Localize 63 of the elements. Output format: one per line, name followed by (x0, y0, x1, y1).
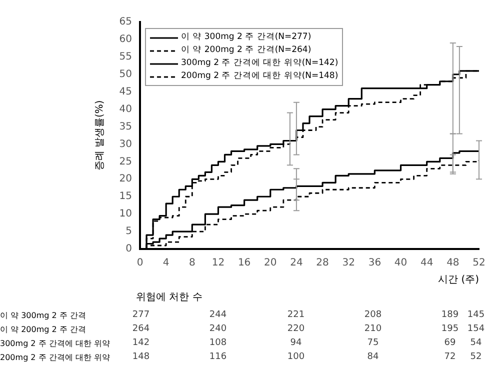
text: 189 (440, 310, 460, 320)
x-tick-label: 40 (394, 258, 408, 269)
y-tick-label: 50 (119, 68, 132, 80)
text: 244 (208, 310, 228, 320)
text: 84 (366, 352, 380, 362)
text: 142 (131, 338, 151, 348)
y-tick-label: 35 (119, 121, 132, 132)
text: 195 (440, 324, 460, 334)
text: 210 (363, 324, 383, 334)
y-tick-label: 25 (119, 156, 132, 168)
y-tick-label: 45 (119, 86, 132, 98)
text: 208 (363, 310, 383, 320)
y-tick-label: 55 (119, 52, 132, 63)
y-tick-label: 5 (126, 226, 132, 238)
x-tick-label: 4 (162, 258, 170, 269)
x-tick-label: 24 (290, 258, 303, 269)
legend-label: 300mg 2 주 간격에 대한 위약(N=142) (181, 57, 338, 70)
text: 69 (443, 338, 457, 348)
text: 52 (469, 352, 483, 362)
text: 이 약 300mg 2 주 간격 (0, 310, 86, 321)
x-tick-label: 36 (368, 258, 382, 269)
text: 200mg 2 주 간격에 대한 위약 (0, 352, 110, 363)
text: 240 (208, 324, 228, 334)
y-tick-label: 0 (126, 244, 132, 255)
text: 220 (286, 324, 306, 334)
x-tick-label: 48 (446, 258, 460, 269)
text: 54 (469, 338, 483, 348)
x-tick-label: 12 (212, 258, 225, 269)
x-tick-label: 8 (188, 258, 196, 269)
y-axis-title: 증례 발생률(%) (94, 100, 106, 171)
text: 108 (208, 338, 228, 348)
legend-label: 이 약 200mg 2 주 간격(N=264) (181, 44, 312, 57)
text: 148 (131, 352, 151, 362)
text: 300mg 2 주 간격에 대한 위약 (0, 338, 110, 349)
text: 72 (443, 352, 457, 362)
legend-label: 200mg 2 주 간격에 대한 위약(N=148) (181, 70, 338, 83)
y-tick-label: 60 (119, 34, 132, 46)
x-tick-label: 0 (136, 258, 144, 269)
x-tick-label: 44 (420, 258, 434, 269)
text: 145 (466, 310, 486, 320)
text: 100 (286, 352, 306, 362)
text: 277 (131, 310, 151, 320)
text: 154 (466, 324, 486, 334)
text: 116 (208, 352, 228, 362)
y-tick-label: 40 (119, 104, 132, 115)
text: 이 약 200mg 2 주 간격 (0, 324, 86, 335)
x-tick-label: 16 (238, 258, 251, 269)
text: 221 (286, 310, 306, 320)
x-tick-label: 28 (316, 258, 329, 269)
y-tick-label: 65 (119, 16, 132, 28)
y-tick-label: 30 (119, 138, 132, 150)
x-tick-label: 20 (264, 258, 277, 269)
y-tick-label: 15 (119, 191, 132, 202)
x-tick-label: 32 (342, 258, 355, 269)
text: 94 (289, 338, 303, 348)
text: 264 (131, 324, 151, 334)
y-tick-label: 10 (119, 208, 132, 220)
x-axis-title: 시간 (주) (438, 274, 480, 286)
legend-label: 이 약 300mg 2 주 간격(N=277) (181, 31, 312, 44)
text: 75 (366, 338, 380, 348)
text: 위험에 처한 수 (136, 291, 202, 304)
x-tick-label: 52 (472, 258, 486, 269)
y-tick-label: 20 (119, 174, 132, 185)
